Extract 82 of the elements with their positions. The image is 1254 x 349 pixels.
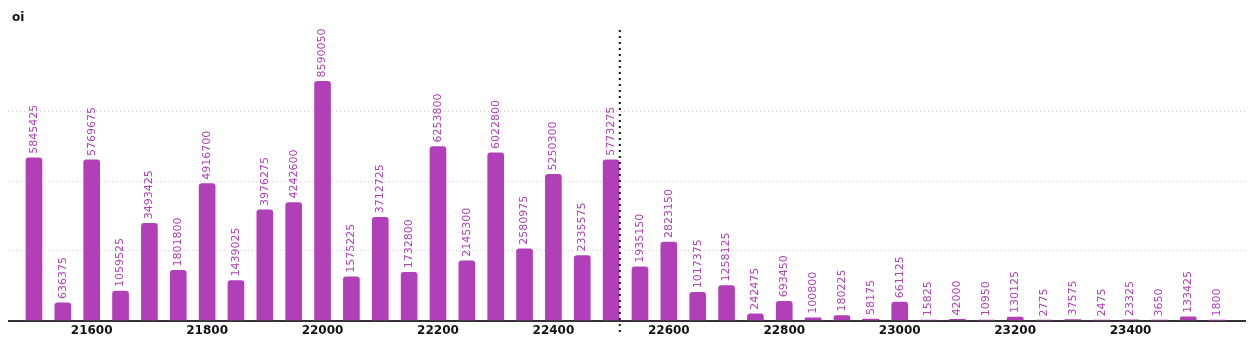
data-label: 133425 [1181,270,1195,313]
bar [516,248,533,321]
data-label: 636375 [55,256,69,299]
text: oi [12,10,25,25]
bar [429,146,447,321]
data-label: 2775 [1036,288,1050,317]
bar [227,280,245,321]
bar [458,260,476,321]
data-label: 3493425 [142,170,156,220]
data-label: 693450 [777,255,791,298]
data-label: 5769675 [84,106,98,156]
bar [689,291,707,321]
data-label: 3650 [1152,288,1166,317]
bar [54,302,72,321]
bar [343,276,360,321]
data-label: 5250300 [546,121,560,171]
data-label: 10950 [979,281,993,317]
data-label: 1439025 [228,227,242,277]
bar [573,255,591,321]
data-label: 4916700 [199,130,213,180]
bar [487,152,505,321]
data-label: 6253800 [430,93,444,143]
data-label: 1935150 [632,213,646,263]
x-tick-label: 21800 [186,322,228,337]
data-label: 1059525 [113,238,127,288]
bar [83,159,101,321]
data-label: 37575 [1065,280,1079,316]
bar [891,301,909,321]
data-label: 15825 [921,281,935,317]
bar [718,285,735,321]
data-label: 3976275 [257,156,271,206]
x-tick-label: 23400 [1109,322,1152,337]
bar [631,266,649,321]
data-label: 23325 [1123,280,1137,316]
data-label: 1732800 [401,219,415,269]
bar [775,300,793,321]
data-label: 4242600 [286,149,300,199]
bar [198,183,216,321]
data-label: 2335575 [575,202,589,252]
data-label: 1800 [1210,288,1223,317]
data-label: 1258125 [719,232,733,282]
data-label: 42000 [950,280,964,316]
x-tick-label: 23000 [878,322,921,337]
bar [256,209,274,321]
data-label: 1801800 [171,217,185,267]
data-label: 8590050 [315,28,329,78]
x-tick-label: 22400 [532,322,575,337]
bar [833,315,851,321]
data-label: 2475 [1094,288,1108,317]
bar [141,223,158,321]
bar [285,202,303,321]
bar [314,81,331,321]
x-tick-label: 22200 [417,322,459,337]
bar [660,241,678,321]
data-label: 180225 [834,269,848,312]
bar [747,313,764,321]
data-label: 130125 [1008,270,1021,313]
data-label: 2823150 [661,188,675,238]
data-label: 2580975 [517,195,531,245]
data-label: 6022800 [488,99,502,149]
bar [400,272,418,321]
data-label: 5845425 [26,104,40,154]
x-tick-label: 23200 [994,322,1037,337]
data-label: 5773275 [603,106,617,156]
data-label: 1017375 [690,239,704,289]
data-label: 1575225 [344,223,358,273]
x-tick-label: 21600 [70,322,113,337]
data-label: 58175 [863,279,877,315]
x-tick-label: 22000 [301,322,344,337]
bar [545,174,562,321]
x-tick-label: 22800 [763,322,806,337]
data-label: 242475 [748,267,762,310]
bar [112,290,129,321]
bar [169,270,187,321]
data-label: 100800 [805,271,819,314]
bar [602,159,620,321]
x-tick-label: 22600 [647,322,690,337]
data-label: 3712725 [373,164,387,214]
bar [25,157,43,321]
data-label: 2145300 [459,207,473,257]
data-label: 661125 [892,256,906,299]
bar [371,216,389,321]
